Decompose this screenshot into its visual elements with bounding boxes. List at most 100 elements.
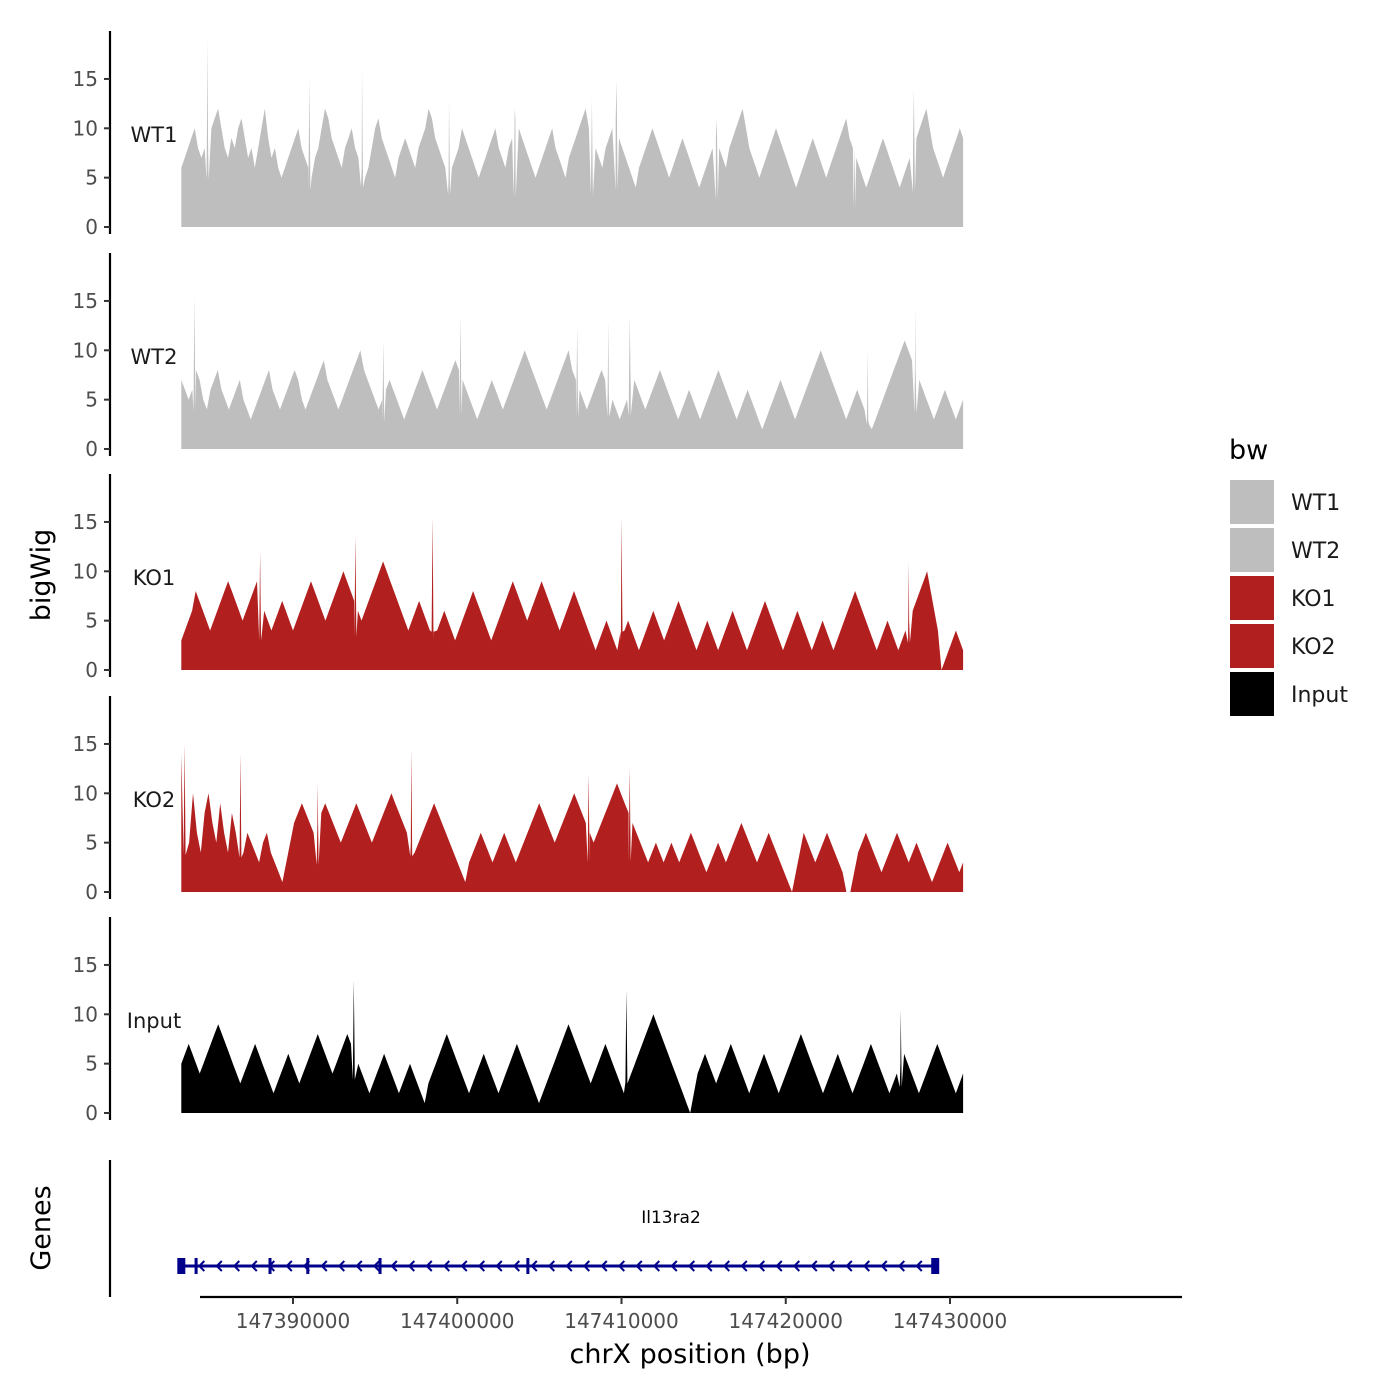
- gene-strand-arrow: [512, 1260, 521, 1272]
- y-tick-label-input-0: 0: [85, 1101, 98, 1125]
- x-tick-label-147390000: 147390000: [236, 1309, 351, 1333]
- gene-exon: [378, 1258, 382, 1274]
- gene-strand-arrow: [757, 1260, 766, 1272]
- legend-title: bw: [1229, 435, 1268, 466]
- y-tick-label-input-10: 10: [73, 1002, 98, 1026]
- y-tick-label-wt2-0: 0: [85, 437, 98, 461]
- legend-label-ko1: KO1: [1291, 587, 1336, 612]
- y-tick-label-wt2-15: 15: [73, 289, 98, 313]
- gene-strand-arrow: [442, 1260, 451, 1272]
- gene-strand-arrow: [792, 1260, 801, 1272]
- legend: bw WT1 WT2 KO1 KO2 Input: [1229, 435, 1348, 716]
- y-axis-title: bigWig: [26, 529, 57, 622]
- track-wt2: 0 5 10 15 WT2: [73, 253, 964, 461]
- gene-strand-arrow: [635, 1260, 643, 1272]
- gene-strand-arrow: [197, 1260, 206, 1272]
- gene-strand-arrow: [320, 1260, 328, 1272]
- x-axis: 147390000 147400000 147410000 147420000 1474…: [200, 1295, 1182, 1333]
- legend-label-wt2: WT2: [1291, 539, 1340, 564]
- y-tick-label-ko2-15: 15: [73, 732, 98, 756]
- gene-strand-arrow: [617, 1260, 626, 1272]
- gene-strand-arrow: [547, 1260, 556, 1272]
- x-tick-label-147430000: 147430000: [893, 1309, 1008, 1333]
- y-tick-label-ko2-0: 0: [85, 880, 98, 904]
- gene-strand-arrow: [250, 1260, 258, 1272]
- coverage-area-ko2: [181, 744, 964, 892]
- y-tick-label-ko1-5: 5: [85, 609, 98, 633]
- track-label-ko2: KO2: [133, 788, 176, 812]
- track-wt1: 0 5 10 15 WT1: [73, 31, 964, 239]
- legend-swatch-ko2: [1230, 624, 1274, 668]
- x-tick-label-147420000: 147420000: [728, 1309, 843, 1333]
- gene-exon: [931, 1258, 940, 1274]
- gene-name-label: Il13ra2: [641, 1208, 701, 1228]
- legend-swatch-ko1: [1230, 576, 1274, 620]
- y-tick-label-ko2-5: 5: [85, 831, 98, 855]
- track-label-input: Input: [127, 1009, 181, 1033]
- y-tick-label-ko1-10: 10: [73, 559, 98, 583]
- legend-swatch-wt2: [1230, 528, 1274, 572]
- gene-strand-arrow: [862, 1260, 871, 1272]
- gene-strand-arrow: [425, 1260, 433, 1272]
- track-label-wt1: WT1: [131, 123, 178, 147]
- gene-strand-arrow: [407, 1260, 416, 1272]
- gene-exon: [177, 1258, 186, 1274]
- genes-axis-title: Genes: [26, 1185, 57, 1270]
- y-tick-label-input-15: 15: [73, 953, 98, 977]
- gene-track: [108, 1160, 940, 1297]
- track-input: 0 5 10 15 Input: [73, 917, 964, 1125]
- gene-strand-arrow: [565, 1260, 573, 1272]
- legend-swatch-wt1: [1230, 480, 1274, 524]
- track-label-ko1: KO1: [133, 566, 176, 590]
- gene-strand-arrow: [337, 1260, 346, 1272]
- y-tick-label-wt1-0: 0: [85, 215, 98, 239]
- gene-strand-arrow: [355, 1260, 363, 1272]
- gene-strand-arrow: [827, 1260, 836, 1272]
- gene-strand-arrow: [530, 1260, 538, 1272]
- gene-strand-arrow: [775, 1260, 783, 1272]
- track-ko1: 0 5 10 15 KO1: [73, 474, 964, 682]
- gene-strand-arrow: [477, 1260, 486, 1272]
- legend-label-input: Input: [1291, 683, 1348, 708]
- gene-strand-arrow: [915, 1260, 923, 1272]
- y-tick-label-wt2-5: 5: [85, 388, 98, 412]
- gene-exon: [268, 1258, 272, 1274]
- gene-strand-arrow: [810, 1260, 818, 1272]
- gene-strand-arrow: [740, 1260, 748, 1272]
- coverage-area-ko1: [181, 517, 964, 670]
- y-tick-label-wt1-15: 15: [73, 67, 98, 91]
- gene-strand-arrow: [285, 1260, 293, 1272]
- y-tick-label-wt2-10: 10: [73, 338, 98, 362]
- gene-exon: [526, 1258, 530, 1274]
- gene-strand-arrow: [687, 1260, 696, 1272]
- coverage-area-wt1: [181, 39, 964, 227]
- coverage-tracks: 0 5 10 15 WT1 0 5 10 15 WT2 0 5 10 15 KO1 0 5 10 15 KO2 0 5 10…: [73, 31, 964, 1125]
- gene-strand-arrow: [582, 1260, 591, 1272]
- coverage-area-wt2: [181, 296, 964, 449]
- x-tick-label-147410000: 147410000: [564, 1309, 679, 1333]
- gene-exon: [194, 1258, 198, 1274]
- y-tick-label-wt1-5: 5: [85, 166, 98, 190]
- x-tick-label-147400000: 147400000: [400, 1309, 515, 1333]
- gene-strand-arrow: [722, 1260, 731, 1272]
- y-tick-label-ko1-15: 15: [73, 510, 98, 534]
- gene-strand-arrow: [670, 1260, 678, 1272]
- y-tick-label-input-5: 5: [85, 1052, 98, 1076]
- track-ko2: 0 5 10 15 KO2: [73, 696, 964, 904]
- x-axis-title: chrX position (bp): [569, 1339, 810, 1370]
- gene-strand-arrow: [215, 1260, 223, 1272]
- coverage-area-input: [181, 979, 964, 1113]
- gene-strand-arrow: [845, 1260, 853, 1272]
- gene-strand-arrow: [705, 1260, 713, 1272]
- legend-label-wt1: WT1: [1291, 491, 1340, 516]
- y-tick-label-ko2-10: 10: [73, 781, 98, 805]
- legend-label-ko2: KO2: [1291, 635, 1336, 660]
- y-tick-label-ko1-0: 0: [85, 658, 98, 682]
- gene-strand-arrow: [232, 1260, 241, 1272]
- gene-exon: [306, 1258, 310, 1274]
- gene-strand-arrow: [390, 1260, 398, 1272]
- legend-swatch-input: [1230, 672, 1274, 716]
- track-label-wt2: WT2: [131, 345, 178, 369]
- gene-strand-arrow: [897, 1260, 906, 1272]
